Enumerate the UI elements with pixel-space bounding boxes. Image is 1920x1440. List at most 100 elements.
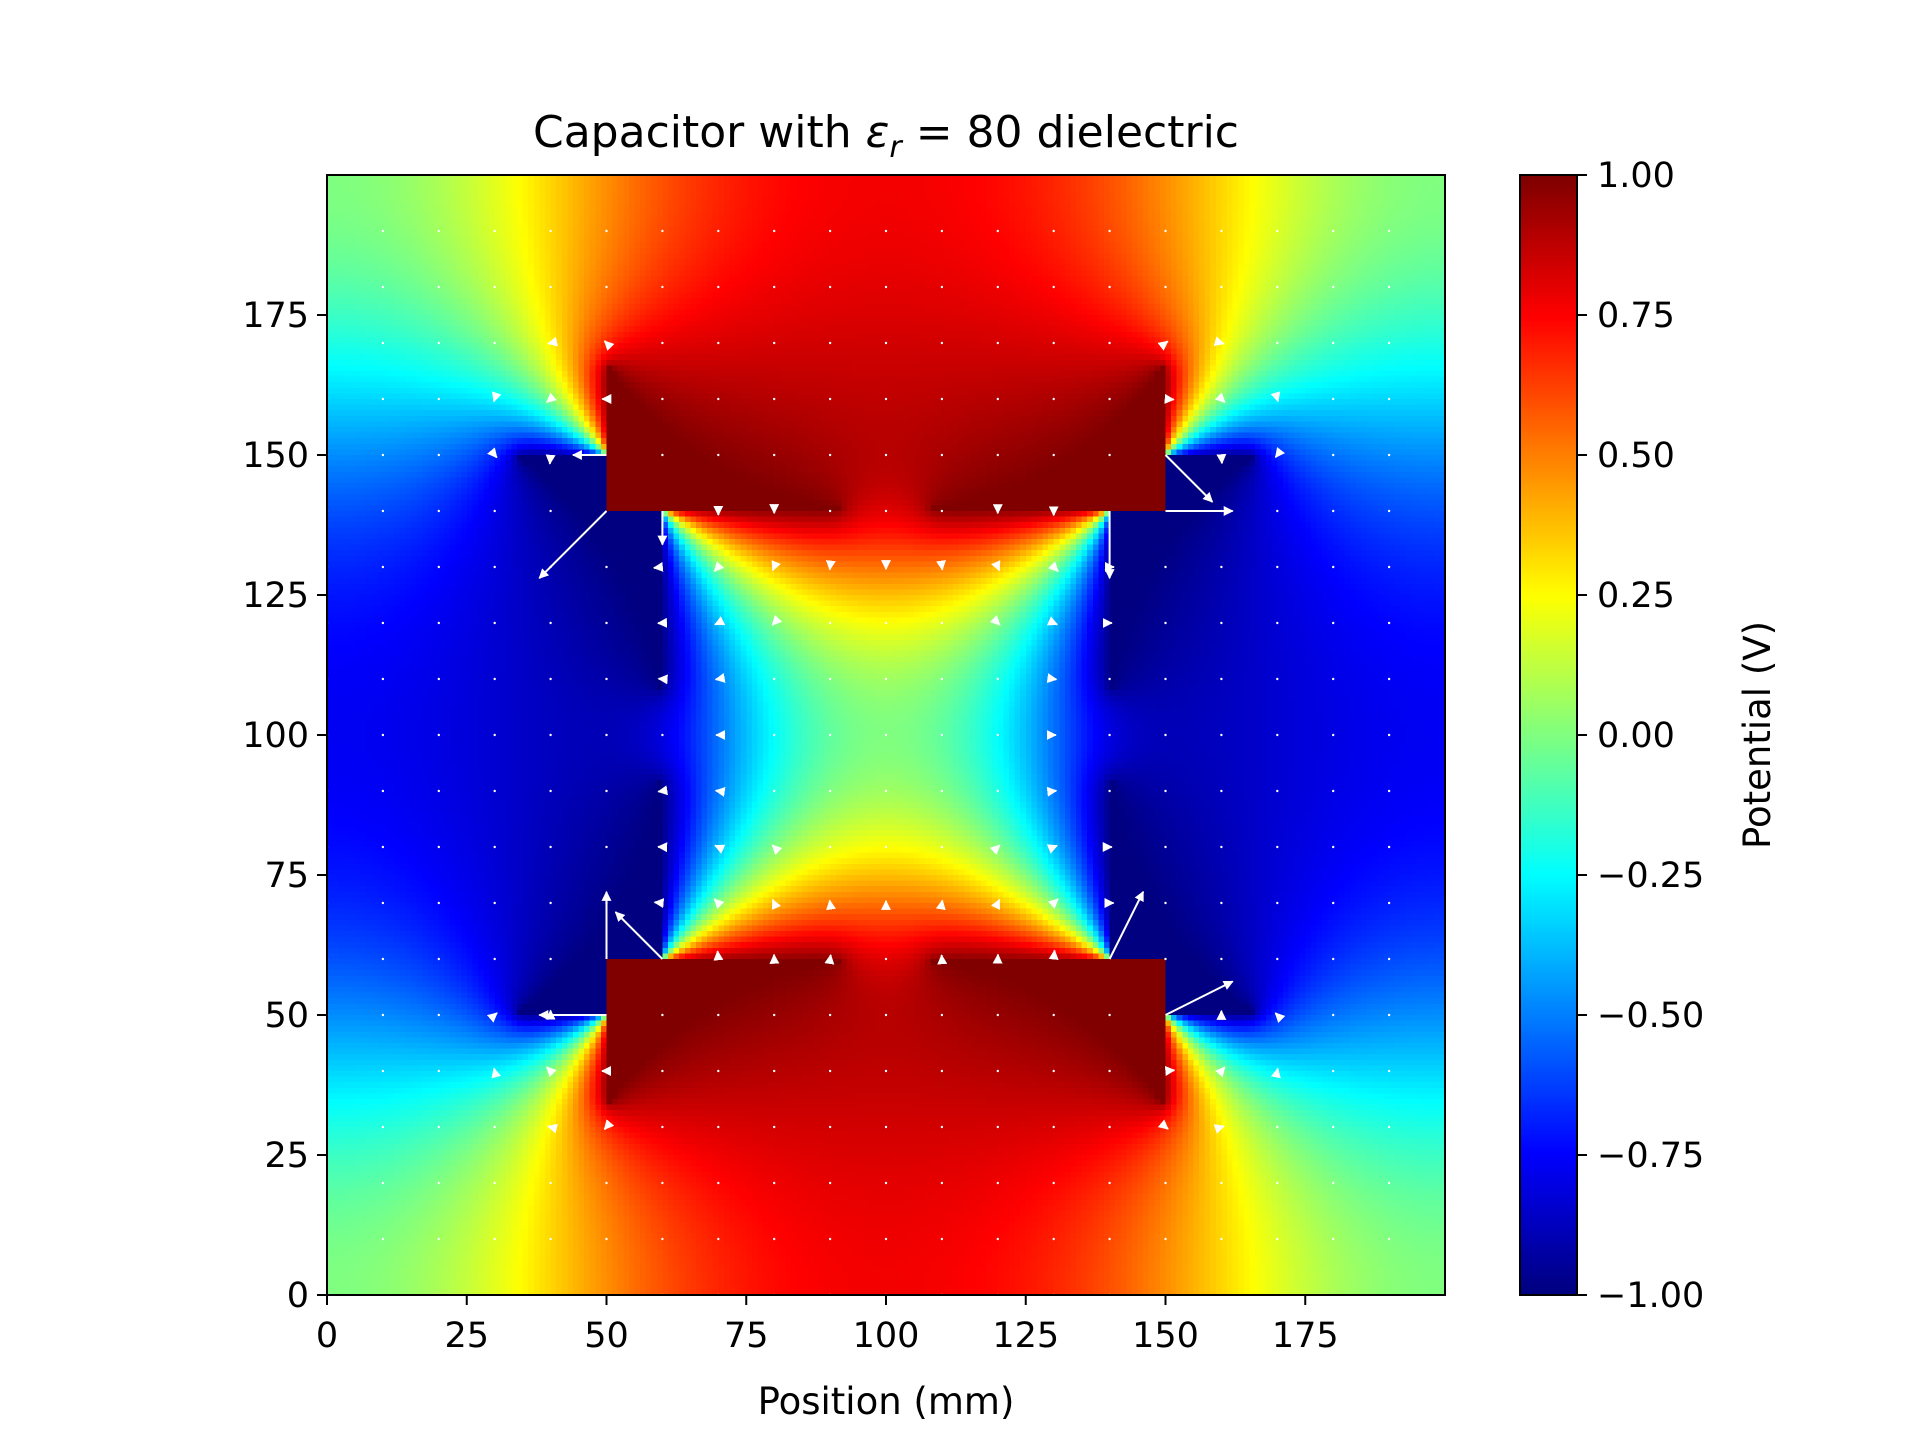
field-vector-dot (1164, 1237, 1167, 1241)
colorbar-label: Potential (V) (1736, 621, 1779, 849)
field-vector-dot (717, 1125, 720, 1129)
field-vector-arrow (603, 340, 615, 352)
field-vector-dot (1332, 1181, 1335, 1185)
x-tick-label: 175 (1272, 1316, 1339, 1356)
field-vector-dot (940, 845, 944, 849)
field-vector-dot (884, 957, 888, 961)
x-axis-ticks: 0 25 50 75 100 125 150 175 (316, 1295, 1339, 1356)
field-vector-dot (437, 789, 440, 793)
field-vector-dot (828, 229, 832, 233)
field-vector-dot (828, 509, 832, 513)
field-vector-dot (828, 789, 832, 793)
field-vector-dot (1387, 789, 1391, 793)
field-vector-dot (437, 341, 440, 345)
field-vector-arrow (713, 950, 724, 961)
colorbar-frame (1519, 174, 1578, 1296)
field-vector-dot (1164, 789, 1167, 793)
field-vector-dot (493, 845, 496, 849)
field-vector-dot (605, 285, 608, 289)
field-vector-arrow (1274, 447, 1286, 458)
y-tick-label: 50 (264, 996, 309, 1036)
field-vector-arrow (1164, 393, 1175, 404)
field-vector-dot (884, 1013, 888, 1017)
field-vector-dot (884, 789, 888, 793)
field-vector-dot (1220, 509, 1223, 513)
field-vector-dot (549, 845, 552, 849)
field-vector-arrow (1164, 454, 1214, 503)
field-vector-dot (437, 509, 440, 513)
y-tick-label: 125 (242, 576, 309, 616)
field-vector-dot (1108, 453, 1111, 457)
field-vector-dot (940, 733, 944, 737)
y-tick-label: 75 (264, 856, 309, 896)
field-vector-dot (996, 789, 999, 793)
field-vector-dot (1276, 509, 1279, 513)
field-vector-arrow (1157, 340, 1169, 351)
field-vector-dot (996, 1069, 999, 1073)
field-vector-dot (493, 677, 496, 681)
field-vector-dot (940, 453, 944, 457)
field-vector-dot (381, 1181, 385, 1185)
field-vector-dot (1276, 565, 1279, 569)
field-vector-dot (1220, 677, 1223, 681)
field-vector-dot (828, 733, 832, 737)
field-vector-arrow (771, 844, 783, 856)
field-vector-dot (884, 285, 888, 289)
field-vector-dot (773, 285, 776, 289)
field-vector-dot (605, 229, 608, 233)
field-vector-arrow (1213, 336, 1225, 346)
field-vector-dot (549, 285, 552, 289)
field-vector-dot (437, 621, 440, 625)
field-vector-dot (661, 1125, 664, 1129)
field-vector-dot (549, 957, 552, 961)
field-vector-dot (996, 341, 999, 345)
field-vector-dot (1164, 733, 1167, 737)
field-vector-arrow (1046, 844, 1058, 854)
field-vector-arrow (653, 898, 665, 909)
field-vector-dot (773, 677, 776, 681)
field-vector-dot (1276, 621, 1279, 625)
y-axis-ticks: 0 25 50 75 100 125 150 175 (242, 296, 327, 1316)
field-vector-dot (1052, 1069, 1055, 1073)
field-vector-dot (940, 621, 944, 625)
y-tick-label: 100 (242, 716, 309, 756)
field-vector-dot (996, 733, 999, 737)
field-vector-dot (1276, 733, 1279, 737)
field-vector-dot (1387, 285, 1391, 289)
field-vector-dot (1052, 397, 1055, 401)
field-vector-dot (381, 957, 385, 961)
field-vector-arrow (1215, 1066, 1226, 1078)
field-vector-arrow (824, 953, 835, 965)
field-vector-dot (940, 285, 944, 289)
field-vector-dot (437, 1013, 440, 1017)
field-vector-dot (717, 453, 720, 457)
field-vector-dot (940, 1125, 944, 1129)
field-vector-dot (437, 957, 440, 961)
field-vector-arrow (614, 911, 664, 960)
field-vector-dot (717, 397, 720, 401)
field-vector-dot (661, 341, 664, 345)
field-vector-arrow (491, 1067, 502, 1079)
field-vector-dot (1332, 341, 1335, 345)
field-vector-dot (717, 1013, 720, 1017)
field-vector-dot (773, 1181, 776, 1185)
field-vector-dot (437, 845, 440, 849)
field-vector-dot (773, 229, 776, 233)
x-tick-label: 25 (444, 1316, 489, 1356)
field-vector-dot (717, 1237, 720, 1241)
field-vector-arrow (989, 844, 1001, 856)
field-vector-dot (493, 1181, 496, 1185)
field-vector-dot (1332, 957, 1335, 961)
field-vector-arrow (989, 615, 1001, 626)
field-vector-arrow (1274, 1012, 1286, 1024)
x-tick-label: 50 (584, 1316, 629, 1356)
field-vector-dot (1164, 901, 1167, 905)
field-vector-dot (661, 1237, 664, 1241)
field-vector-dot (661, 397, 664, 401)
field-vector-arrow (486, 1012, 498, 1023)
field-vector-dot (1387, 453, 1391, 457)
field-vector-dot (1387, 957, 1391, 961)
field-vector-dot (605, 845, 608, 849)
field-vector-dot (1164, 957, 1167, 961)
field-vector-dot (381, 565, 385, 569)
